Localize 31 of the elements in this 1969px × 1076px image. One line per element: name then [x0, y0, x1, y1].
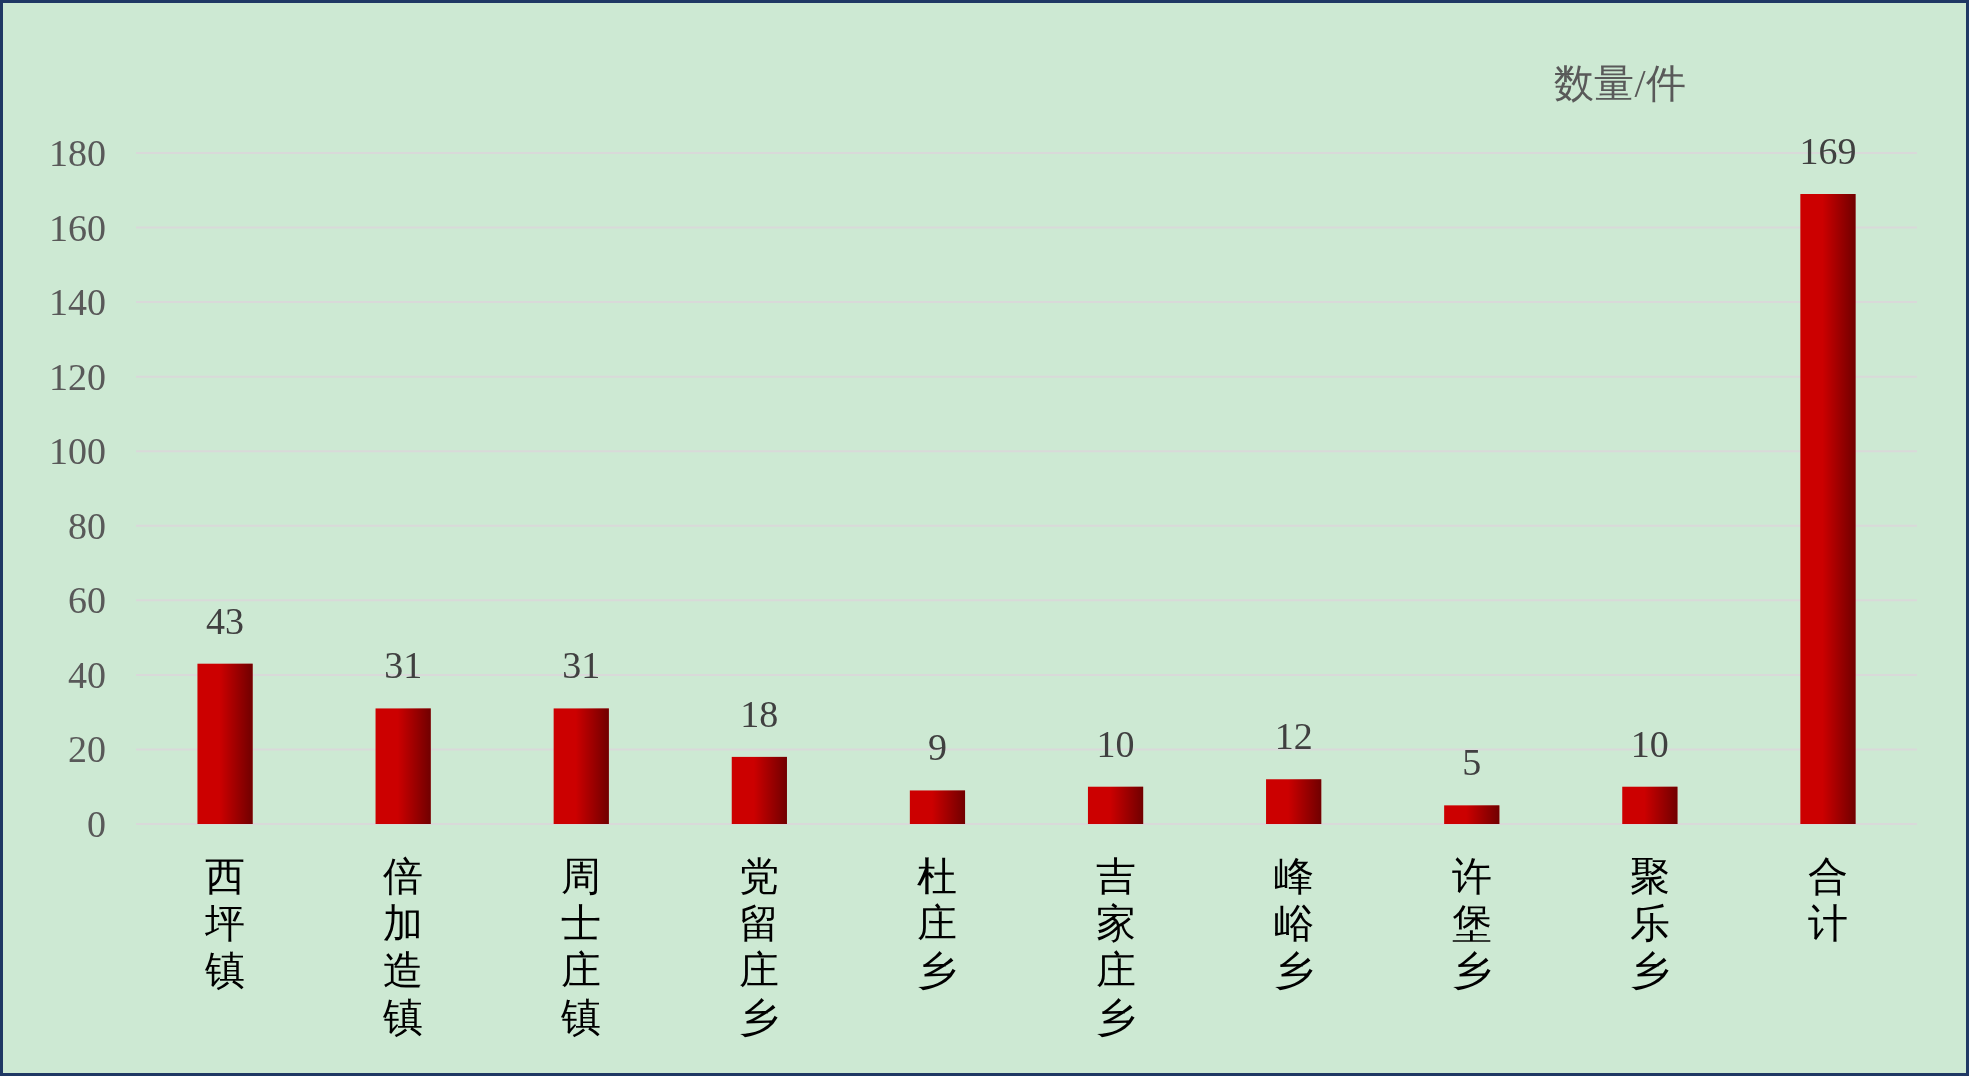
data-label: 31 [562, 644, 601, 687]
x-tick-label: 合计 [1807, 854, 1848, 946]
data-label: 9 [927, 726, 947, 769]
y-tick-label: 100 [49, 430, 106, 473]
x-tick-label: 倍加造镇 [382, 854, 424, 1040]
y-tick-label: 0 [87, 803, 106, 845]
data-label: 31 [384, 644, 423, 687]
y-tick-label: 40 [68, 653, 106, 696]
x-tick-label: 吉家庄乡 [1095, 854, 1136, 1040]
y-tick-label: 160 [49, 206, 106, 249]
y-tick-label: 180 [49, 132, 106, 174]
x-tick-label: 党留庄乡 [739, 854, 780, 1040]
y-tick-label: 80 [68, 504, 106, 547]
x-tick-label: 峰峪乡 [1273, 854, 1314, 993]
x-tick-label: 杜庄乡 [917, 854, 958, 993]
y-tick-label: 120 [49, 355, 106, 398]
data-label: 43 [206, 599, 245, 642]
y-tick-label: 140 [49, 281, 106, 324]
data-label: 18 [740, 692, 779, 735]
data-label: 12 [1274, 715, 1313, 758]
data-label: 169 [1799, 130, 1857, 173]
x-tick-label: 许堡乡 [1451, 854, 1492, 993]
x-tick-label: 聚乐乡 [1629, 854, 1670, 993]
data-label: 5 [1462, 741, 1482, 784]
x-tick-label: 周士庄镇 [560, 854, 602, 1040]
y-tick-label: 20 [68, 728, 106, 771]
x-tick-label: 西坪镇 [204, 854, 246, 993]
data-label: 10 [1630, 722, 1669, 765]
y-axis-title: 数量/件 [1554, 61, 1686, 106]
data-label: 10 [1096, 722, 1135, 765]
y-tick-label: 60 [68, 579, 106, 622]
